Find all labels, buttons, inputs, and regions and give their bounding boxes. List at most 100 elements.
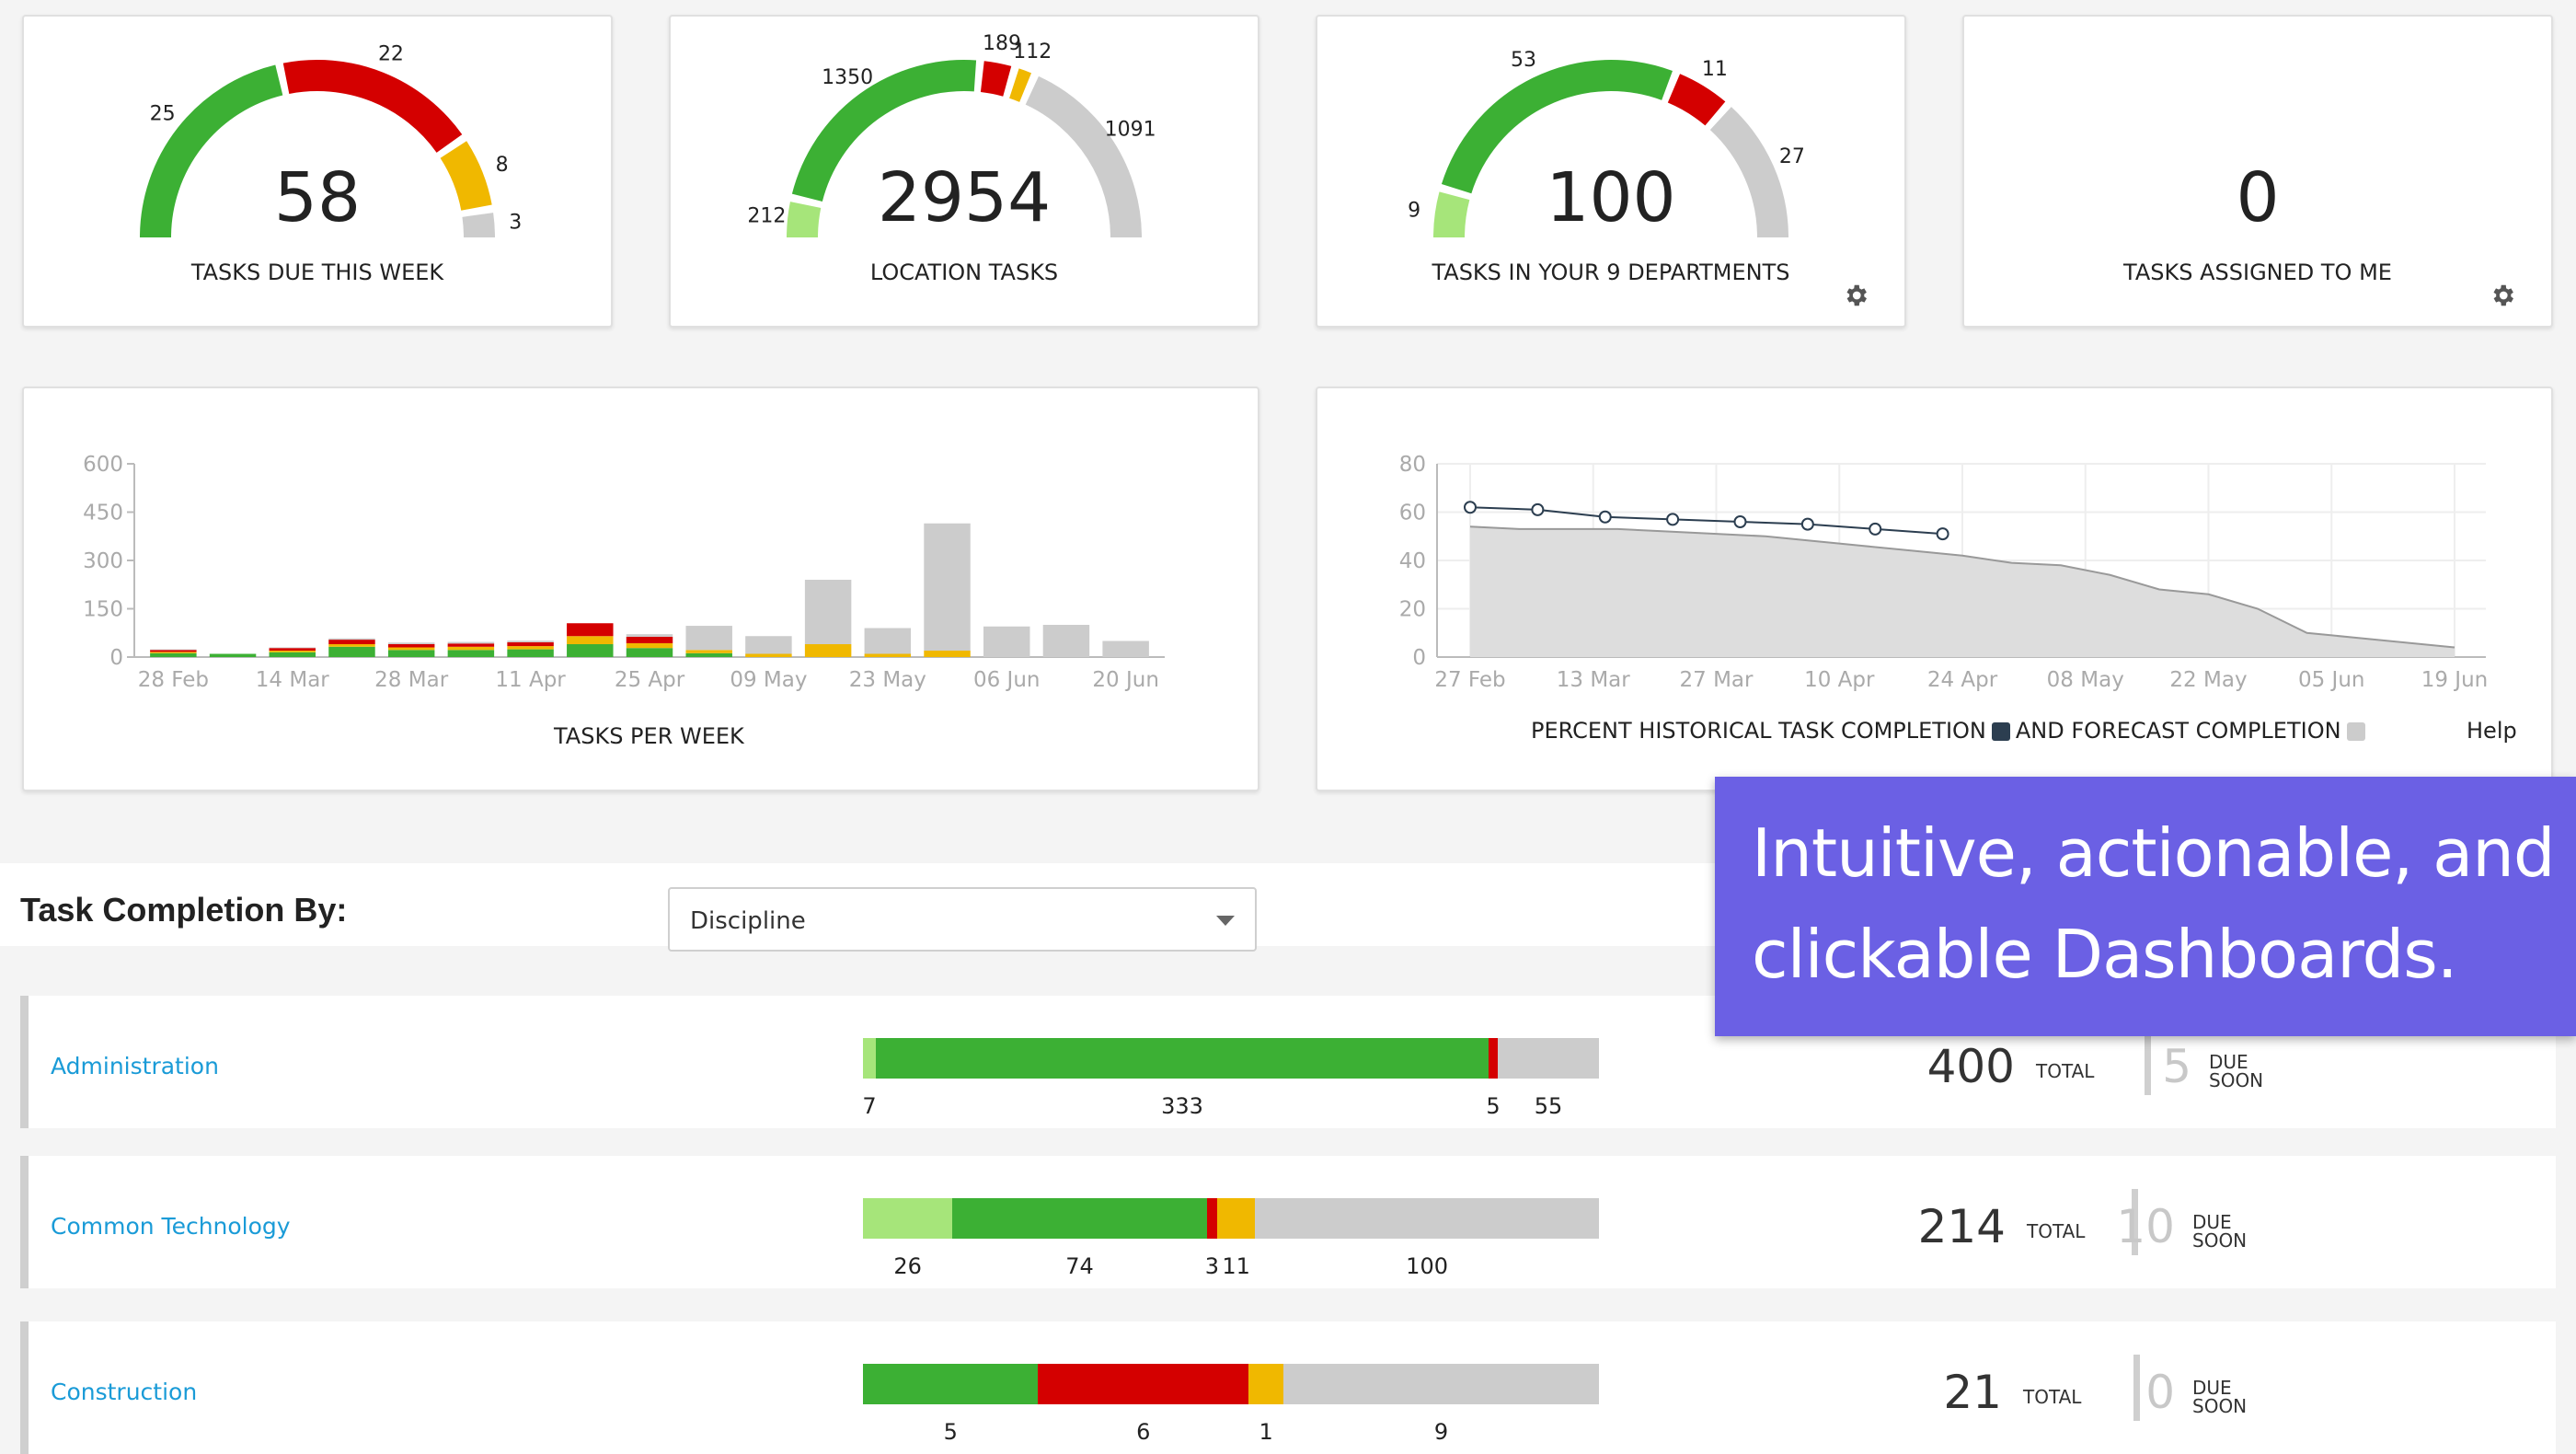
gear-icon[interactable] <box>1842 282 1869 309</box>
bar-segment[interactable] <box>328 644 375 647</box>
gauge-segment[interactable] <box>462 213 495 238</box>
bar-segment[interactable] <box>864 653 912 658</box>
bar-segment[interactable] <box>567 623 614 637</box>
bar-segment[interactable] <box>804 580 852 644</box>
gauge-card-tasks-assigned[interactable]: 0 TASKS ASSIGNED TO ME <box>1962 15 2553 328</box>
bar-segment[interactable] <box>567 644 614 657</box>
gauge-segment[interactable] <box>440 141 492 212</box>
gauge-segment[interactable] <box>140 64 283 238</box>
bar-segment[interactable] <box>447 650 495 657</box>
bar-segment[interactable] <box>387 647 435 651</box>
bar-segment[interactable] <box>567 636 614 644</box>
historical-point[interactable] <box>1800 517 1814 531</box>
bar-segment-label: 9 <box>1433 1419 1449 1445</box>
gauge-segment[interactable] <box>787 202 822 238</box>
bar-segment[interactable] <box>387 650 435 657</box>
completion-forecast-chart[interactable]: 0 20 40 60 80 27 Feb 13 Mar 27 Mar 10 Apr 24 Apr 0… <box>1317 388 2551 790</box>
gauge-segment[interactable] <box>1667 74 1726 126</box>
forecast-area[interactable] <box>1470 526 2455 657</box>
bar-segment[interactable] <box>924 523 971 651</box>
bar-segment[interactable] <box>1283 1364 1599 1404</box>
bar-segment[interactable] <box>745 653 792 658</box>
gauge-card-tasks-due-this-week[interactable]: 25 22 8 3 58 TASKS DUE THIS WEEK <box>22 15 613 328</box>
gauge-segment[interactable] <box>980 61 1012 97</box>
gauge-segment[interactable] <box>791 60 977 202</box>
bar-segment[interactable] <box>447 646 495 651</box>
gauge-segment[interactable] <box>282 60 463 154</box>
bar-segment[interactable] <box>150 649 197 651</box>
bar-segment[interactable] <box>447 641 495 644</box>
bar-segment[interactable] <box>876 1038 1489 1079</box>
discipline-link[interactable]: Administration <box>51 1053 219 1079</box>
bar-segment[interactable] <box>1217 1198 1256 1239</box>
bar-segment[interactable] <box>863 1038 876 1079</box>
bar-segment[interactable] <box>1255 1198 1599 1239</box>
historical-point[interactable] <box>1598 510 1612 524</box>
completion-stacked-bar[interactable] <box>863 1364 1599 1404</box>
bar-segment[interactable] <box>685 652 732 657</box>
bar-segment[interactable] <box>626 636 673 643</box>
bar-segment[interactable] <box>1102 640 1149 658</box>
bar-segment[interactable] <box>745 636 792 654</box>
bar-segment[interactable] <box>269 651 316 652</box>
chart-caption: PERCENT HISTORICAL TASK COMPLETION AND FO… <box>1531 718 2371 744</box>
gauge-card-department-tasks[interactable]: 9 53 11 27 100 TASKS IN YOUR 9 DEPARTMENTS <box>1316 15 1906 328</box>
bar-segment[interactable] <box>685 626 732 651</box>
bar-segment[interactable] <box>924 651 971 657</box>
gauge-card-location-tasks[interactable]: 212 1350 189 112 1091 2954 LOCATION TASKS <box>669 15 1259 328</box>
bar-segment[interactable] <box>863 1198 953 1239</box>
gauge-segment[interactable] <box>1008 68 1032 102</box>
bar-segment[interactable] <box>626 634 673 637</box>
bar-segment[interactable] <box>864 628 912 654</box>
bar-segment[interactable] <box>150 650 197 652</box>
gauge-segment[interactable] <box>1709 107 1788 238</box>
gauge-segment[interactable] <box>1441 60 1673 194</box>
bar-segment[interactable] <box>1206 1198 1218 1239</box>
gauge-segment[interactable] <box>1025 75 1142 238</box>
bar-segment[interactable] <box>269 647 316 649</box>
completion-stacked-bar[interactable] <box>863 1198 1599 1239</box>
bar-segment[interactable] <box>952 1198 1207 1239</box>
completion-stacked-bar[interactable] <box>863 1038 1599 1079</box>
bar-segment[interactable] <box>269 652 316 657</box>
historical-point[interactable] <box>1666 513 1680 526</box>
bar-segment[interactable] <box>626 642 673 649</box>
bar-segment[interactable] <box>1038 1364 1249 1404</box>
bar-segment[interactable] <box>328 640 375 644</box>
help-link[interactable]: Help <box>2467 718 2517 744</box>
bar-segment[interactable] <box>387 644 435 648</box>
bar-segment[interactable] <box>150 652 197 657</box>
bar-segment[interactable] <box>269 648 316 651</box>
bar-segment[interactable] <box>1248 1364 1284 1404</box>
gauge-segment-label: 11 <box>1702 58 1728 81</box>
tasks-per-week-chart[interactable]: 0 150 300 450 600 28 Feb 14 Mar 28 Mar 11 Apr 25 … <box>24 388 1258 790</box>
historical-point[interactable] <box>1531 502 1545 516</box>
discipline-select[interactable]: Discipline <box>668 887 1257 952</box>
discipline-link[interactable]: Construction <box>51 1379 198 1405</box>
x-tick-label: 10 Apr <box>1804 668 1875 692</box>
bar-segment[interactable] <box>685 650 732 653</box>
bar-segment[interactable] <box>447 643 495 647</box>
bar-segment[interactable] <box>328 646 375 657</box>
historical-point[interactable] <box>1464 501 1477 514</box>
bar-segment[interactable] <box>507 641 554 647</box>
bar-segment[interactable] <box>507 646 554 650</box>
historical-point[interactable] <box>1936 527 1949 541</box>
historical-point[interactable] <box>1869 522 1882 536</box>
bar-segment[interactable] <box>507 649 554 657</box>
bar-segment[interactable] <box>983 626 1030 657</box>
discipline-link[interactable]: Common Technology <box>51 1213 291 1240</box>
bar-segment[interactable] <box>1489 1038 1498 1079</box>
bar-segment[interactable] <box>863 1364 1039 1404</box>
bar-segment[interactable] <box>1498 1038 1599 1079</box>
bar-segment[interactable] <box>1042 625 1090 657</box>
gear-icon[interactable] <box>2489 282 2516 309</box>
bar-segment[interactable] <box>626 648 673 657</box>
bar-segment[interactable] <box>507 640 554 642</box>
bar-segment[interactable] <box>328 638 375 640</box>
gauge-segment[interactable] <box>1433 191 1470 238</box>
bar-segment[interactable] <box>804 644 852 657</box>
bar-segment[interactable] <box>209 653 257 658</box>
bar-segment[interactable] <box>387 642 435 644</box>
historical-point[interactable] <box>1733 515 1747 528</box>
